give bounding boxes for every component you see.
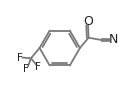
Text: F: F — [23, 64, 29, 74]
Text: F: F — [35, 62, 41, 72]
Text: N: N — [109, 33, 118, 46]
Text: F: F — [17, 53, 23, 62]
Text: O: O — [83, 15, 93, 28]
